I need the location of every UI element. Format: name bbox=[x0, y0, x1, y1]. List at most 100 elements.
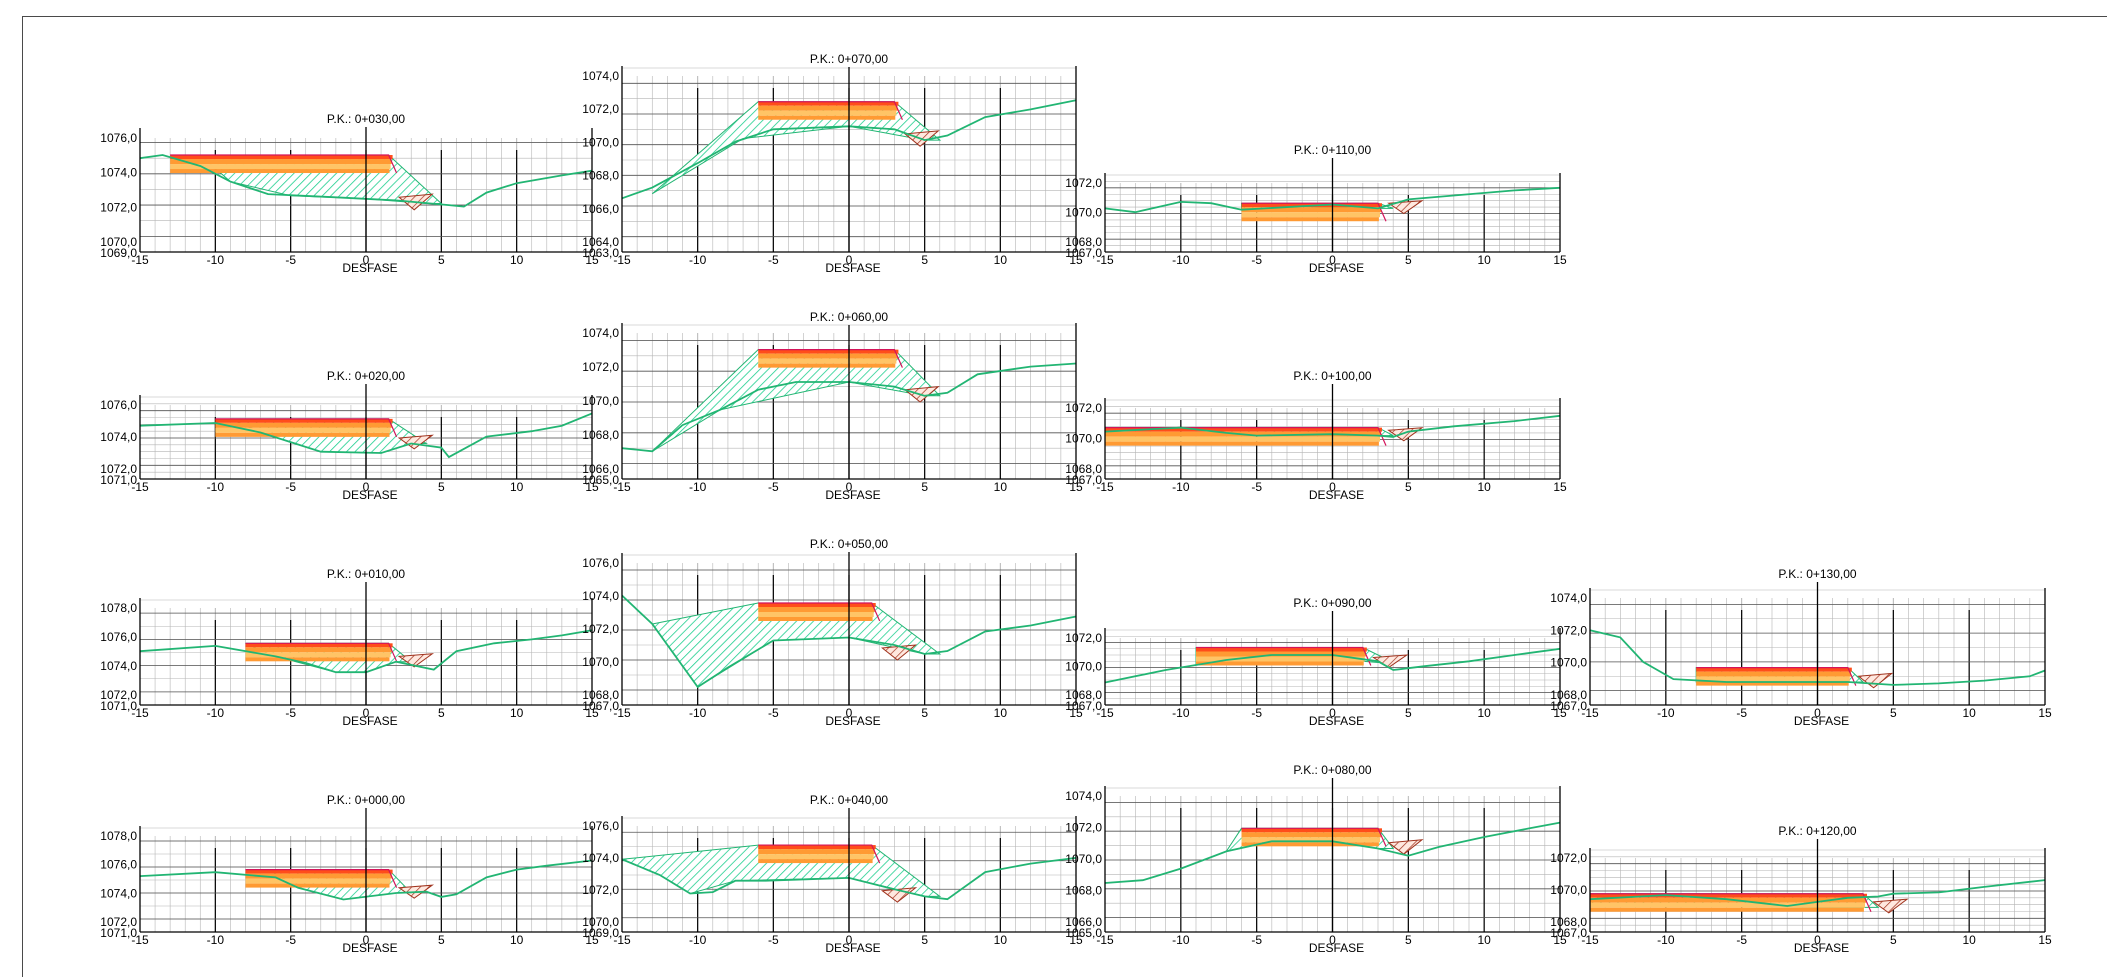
x-axis-title: DESFASE bbox=[1794, 714, 1849, 728]
ground-line bbox=[139, 629, 593, 674]
offset-tick-label: -15 bbox=[131, 706, 149, 720]
elevation-label: 1076,0 bbox=[100, 630, 137, 644]
elevation-label: 1071,0 bbox=[100, 699, 137, 713]
offset-tick-label: -15 bbox=[1581, 706, 1599, 720]
elevation-label: 1076,0 bbox=[100, 858, 137, 872]
elevation-label: 1068,0 bbox=[1065, 235, 1102, 249]
cross-section-panel: 1074,0 1072,0 1070,0 1068,0 1066,0 1064,01063… bbox=[582, 52, 1083, 275]
ground-line bbox=[621, 99, 1077, 200]
ground-line bbox=[139, 154, 593, 208]
offset-tick-label: -5 bbox=[768, 480, 779, 494]
elevation-label: 1070,0 bbox=[1550, 883, 1587, 897]
offset-tick-label: -15 bbox=[613, 706, 631, 720]
pavement-layer bbox=[170, 164, 391, 170]
elevation-label: 1068,0 bbox=[1065, 688, 1102, 702]
offset-tick-label: 0 bbox=[1814, 933, 1821, 947]
x-axis-title: DESFASE bbox=[342, 941, 397, 955]
offset-tick-label: -15 bbox=[131, 480, 149, 494]
pavement-layer bbox=[245, 873, 392, 879]
offset-tick-label: 0 bbox=[846, 253, 853, 267]
offset-tick-label: 15 bbox=[585, 253, 599, 267]
elevation-label: 1076,0 bbox=[100, 131, 137, 145]
elevation-label: 1067,0 bbox=[582, 699, 619, 713]
ground-line bbox=[1104, 647, 1561, 684]
pavement-layer bbox=[758, 353, 898, 359]
elevation-label: 1074,0 bbox=[1550, 591, 1587, 605]
x-axis-title: DESFASE bbox=[1309, 261, 1364, 275]
pavement-layer bbox=[1196, 656, 1365, 662]
ground-line bbox=[139, 412, 593, 459]
elevation-label: 1072,0 bbox=[582, 883, 619, 897]
ground-line bbox=[1589, 629, 2046, 686]
x-axis-title: DESFASE bbox=[1309, 488, 1364, 502]
station-title: P.K.: 0+010,00 bbox=[327, 567, 406, 581]
elevation-label: 1069,0 bbox=[582, 926, 619, 940]
station-title: P.K.: 0+130,00 bbox=[1778, 567, 1857, 581]
design-profile bbox=[758, 349, 903, 368]
offset-tick-label: 15 bbox=[1553, 706, 1567, 720]
elevation-label: 1067,0 bbox=[1065, 699, 1102, 713]
pavement-layer bbox=[245, 883, 390, 888]
offset-tick-label: -15 bbox=[1096, 253, 1114, 267]
pavement-layer bbox=[215, 432, 390, 437]
elevation-label: 1072,0 bbox=[100, 688, 137, 702]
pavement-layer bbox=[245, 657, 390, 662]
elevation-label: 1068,0 bbox=[582, 428, 619, 442]
pavement-layer bbox=[758, 349, 899, 354]
pavement-layer bbox=[245, 643, 393, 648]
elevation-label: 1066,0 bbox=[1065, 915, 1102, 929]
offset-tick-label: 10 bbox=[994, 706, 1008, 720]
offset-tick-label: 10 bbox=[510, 480, 524, 494]
pavement-layer bbox=[1696, 671, 1851, 677]
elevation-label: 1071,0 bbox=[100, 926, 137, 940]
offset-tick-label: -5 bbox=[285, 933, 296, 947]
design-profile bbox=[1590, 893, 1872, 912]
station-title: P.K.: 0+030,00 bbox=[327, 112, 406, 126]
pavement-layer bbox=[1590, 902, 1865, 908]
offset-tick-label: -5 bbox=[768, 253, 779, 267]
offset-tick-label: -15 bbox=[1581, 933, 1599, 947]
offset-tick-label: -15 bbox=[131, 933, 149, 947]
elevation-label: 1074,0 bbox=[582, 851, 619, 865]
pavement-layer bbox=[1241, 217, 1379, 222]
pavement-layer bbox=[170, 155, 393, 160]
cut-area bbox=[397, 434, 434, 450]
pavement-layer bbox=[170, 169, 390, 174]
elevation-label: 1066,0 bbox=[582, 202, 619, 216]
cut-area bbox=[880, 887, 918, 903]
elevation-label: 1067,0 bbox=[1550, 926, 1587, 940]
offset-tick-label: 10 bbox=[994, 480, 1008, 494]
offset-tick-label: 15 bbox=[585, 706, 599, 720]
design-profile bbox=[1241, 202, 1387, 222]
offset-tick-label: 0 bbox=[363, 253, 370, 267]
offset-tick-label: 15 bbox=[585, 480, 599, 494]
offset-tick-label: -15 bbox=[1096, 933, 1114, 947]
offset-tick-label: -10 bbox=[207, 933, 225, 947]
elevation-label: 1070,0 bbox=[1065, 660, 1102, 674]
pavement-layer bbox=[1196, 651, 1366, 657]
pavement-layer bbox=[758, 617, 873, 621]
offset-tick-label: 0 bbox=[1329, 706, 1336, 720]
x-axis-title: DESFASE bbox=[342, 261, 397, 275]
elevation-label: 1070,0 bbox=[100, 235, 137, 249]
pavement-layer bbox=[758, 845, 876, 850]
elevation-label: 1068,0 bbox=[582, 688, 619, 702]
pavement-layer bbox=[758, 607, 875, 612]
elevation-label: 1074,0 bbox=[582, 69, 619, 83]
elevation-label: 1063,0 bbox=[582, 246, 619, 260]
elevation-label: 1070,0 bbox=[582, 655, 619, 669]
offset-tick-label: 10 bbox=[1962, 933, 1976, 947]
offset-tick-label: 5 bbox=[1890, 933, 1897, 947]
offset-tick-label: -5 bbox=[285, 480, 296, 494]
offset-tick-label: 10 bbox=[510, 706, 524, 720]
drawing-frame bbox=[22, 16, 2107, 977]
station-title: P.K.: 0+080,00 bbox=[1293, 763, 1372, 777]
offset-tick-label: -15 bbox=[1096, 480, 1114, 494]
offset-tick-label: 0 bbox=[1329, 933, 1336, 947]
offset-tick-label: -15 bbox=[131, 253, 149, 267]
pavement-layer bbox=[758, 859, 873, 864]
